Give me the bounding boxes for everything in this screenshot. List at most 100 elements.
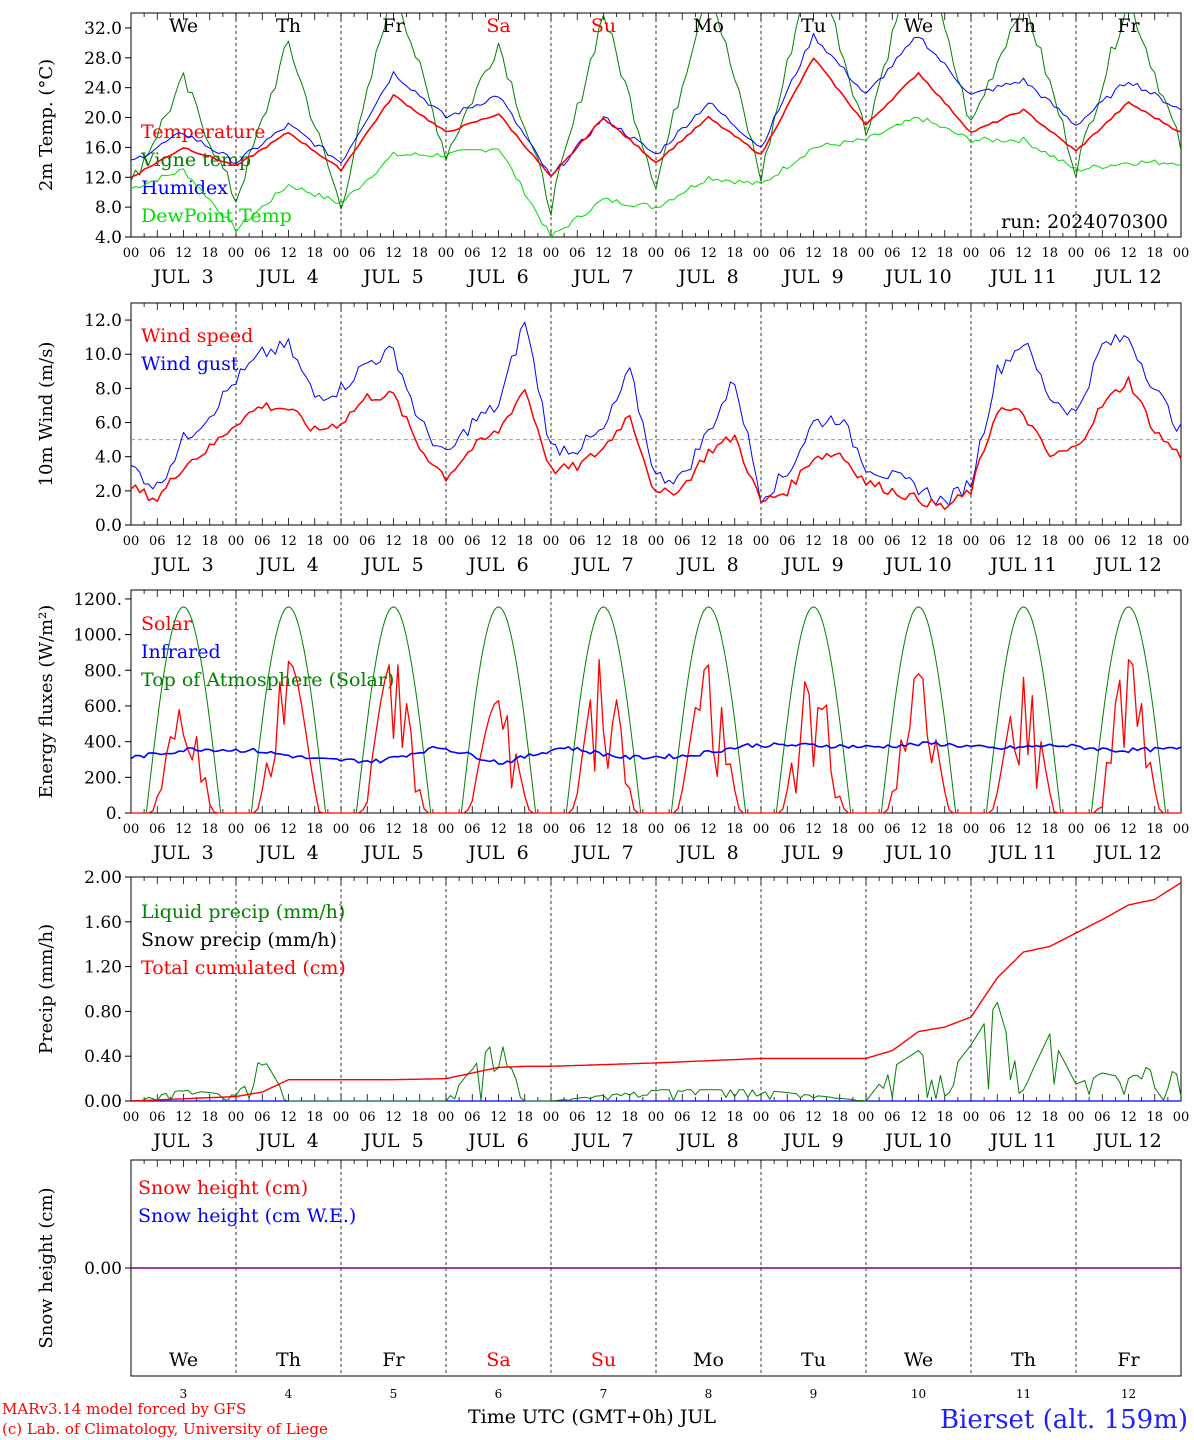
hour-tick-label: 00 <box>753 246 770 261</box>
hour-tick-label: 00 <box>963 246 980 261</box>
y-tick-label: 0.40 <box>84 1047 122 1067</box>
day-number-label: 4 <box>285 1387 293 1401</box>
y-tick-label: 8.0 <box>95 198 122 218</box>
legend-entry: Snow precip (mm/h) <box>141 929 337 951</box>
y-tick-label: 8.0 <box>95 379 122 399</box>
hour-tick-label: 18 <box>411 534 428 549</box>
y-tick-label: 2.0 <box>95 482 122 502</box>
date-label: JUL 5 <box>361 842 423 864</box>
hour-tick-label: 18 <box>726 246 743 261</box>
weekday-label: Fr <box>382 1349 405 1371</box>
hour-tick-label: 06 <box>884 822 901 837</box>
y-tick-label: 600. <box>84 697 122 717</box>
hour-tick-label: 00 <box>648 822 665 837</box>
hour-tick-label: 18 <box>1146 1110 1163 1125</box>
hour-tick-label: 00 <box>1068 1110 1085 1125</box>
weekday-label: Fr <box>382 15 405 37</box>
hour-tick-label: 06 <box>254 822 271 837</box>
y-tick-label: 800. <box>84 661 122 681</box>
hour-tick-label: 18 <box>621 1110 638 1125</box>
date-label: JUL 10 <box>883 266 951 288</box>
hour-tick-label: 18 <box>306 246 323 261</box>
hour-tick-label: 06 <box>569 1110 586 1125</box>
y-tick-label: 6.0 <box>95 414 122 434</box>
date-label: JUL 11 <box>988 266 1056 288</box>
weekday-label: Su <box>591 15 616 37</box>
hour-tick-label: 06 <box>989 822 1006 837</box>
hour-tick-label: 12 <box>595 822 612 837</box>
date-label: JUL 12 <box>1093 842 1161 864</box>
hour-tick-label: 18 <box>1041 1110 1058 1125</box>
hour-tick-label: 18 <box>201 246 218 261</box>
date-label: JUL 11 <box>988 554 1056 576</box>
hour-tick-label: 06 <box>779 534 796 549</box>
hour-tick-label: 06 <box>254 246 271 261</box>
hour-tick-label: 00 <box>438 534 455 549</box>
hour-tick-label: 12 <box>1015 1110 1032 1125</box>
date-label: JUL 11 <box>988 1130 1056 1152</box>
legend-entry: Vigne temp <box>140 149 251 171</box>
weekday-label: Sa <box>486 15 510 37</box>
date-label: JUL 4 <box>256 1130 318 1152</box>
legend-entry: Snow height (cm W.E.) <box>138 1205 356 1227</box>
date-label: JUL 9 <box>781 266 843 288</box>
hour-tick-label: 18 <box>726 822 743 837</box>
hour-tick-label: 06 <box>359 534 376 549</box>
y-axis-label: Precip (mm/h) <box>36 924 57 1054</box>
hour-tick-label: 06 <box>464 822 481 837</box>
hour-tick-label: 06 <box>359 822 376 837</box>
day-number-label: 9 <box>810 1387 818 1401</box>
series-line-temperature <box>131 57 1181 179</box>
day-number-label: 6 <box>495 1387 503 1401</box>
hour-tick-label: 06 <box>1094 822 1111 837</box>
hour-tick-label: 12 <box>805 1110 822 1125</box>
hour-tick-label: 12 <box>175 822 192 837</box>
date-label: JUL 8 <box>676 842 738 864</box>
hour-tick-label: 18 <box>831 1110 848 1125</box>
hour-tick-label: 06 <box>149 246 166 261</box>
hour-tick-label: 12 <box>280 1110 297 1125</box>
hour-tick-label: 12 <box>280 822 297 837</box>
hour-tick-label: 00 <box>228 534 245 549</box>
date-label: JUL 10 <box>883 554 951 576</box>
hour-tick-label: 18 <box>621 822 638 837</box>
hour-tick-label: 06 <box>989 246 1006 261</box>
hour-tick-label: 18 <box>411 822 428 837</box>
hour-tick-label: 06 <box>149 534 166 549</box>
y-tick-label: 0.0 <box>95 516 122 536</box>
hour-tick-label: 00 <box>963 822 980 837</box>
y-tick-label: 4.0 <box>95 228 122 248</box>
hour-tick-label: 00 <box>543 1110 560 1125</box>
hour-tick-label: 00 <box>753 822 770 837</box>
date-label: JUL 8 <box>676 266 738 288</box>
hour-tick-label: 12 <box>700 1110 717 1125</box>
weekday-label: Su <box>591 1349 616 1371</box>
footer-model-text: MARv3.14 model forced by GFS <box>2 1400 246 1418</box>
date-label: JUL 12 <box>1093 266 1161 288</box>
hour-tick-label: 00 <box>333 534 350 549</box>
panel-1: 4.0 8.0 12.0 16.0 20.0 24.0 28.0 32.0 2m Temp. (… <box>36 12 1189 288</box>
hour-tick-label: 12 <box>700 822 717 837</box>
weekday-label: Mo <box>693 1349 724 1371</box>
hour-tick-label: 06 <box>674 1110 691 1125</box>
hour-tick-label: 12 <box>910 534 927 549</box>
hour-tick-label: 12 <box>595 534 612 549</box>
series-line-dewpoint-temp <box>131 116 1181 237</box>
hour-tick-label: 00 <box>858 822 875 837</box>
hour-tick-label: 06 <box>674 246 691 261</box>
legend-entry: Total cumulated (cm) <box>141 957 346 979</box>
y-tick-label: 200. <box>84 768 122 788</box>
hour-tick-label: 18 <box>726 1110 743 1125</box>
date-label: JUL 6 <box>466 266 528 288</box>
hour-tick-label: 18 <box>201 1110 218 1125</box>
date-label: JUL 4 <box>256 842 318 864</box>
date-label: JUL 7 <box>571 842 633 864</box>
y-tick-label: 20.0 <box>84 109 122 129</box>
hour-tick-label: 06 <box>464 1110 481 1125</box>
hour-tick-label: 00 <box>858 1110 875 1125</box>
hour-tick-label: 00 <box>123 534 140 549</box>
hour-tick-label: 06 <box>674 534 691 549</box>
weekday-label: We <box>904 1349 933 1371</box>
hour-tick-label: 00 <box>1173 1110 1190 1125</box>
hour-tick-label: 12 <box>910 246 927 261</box>
